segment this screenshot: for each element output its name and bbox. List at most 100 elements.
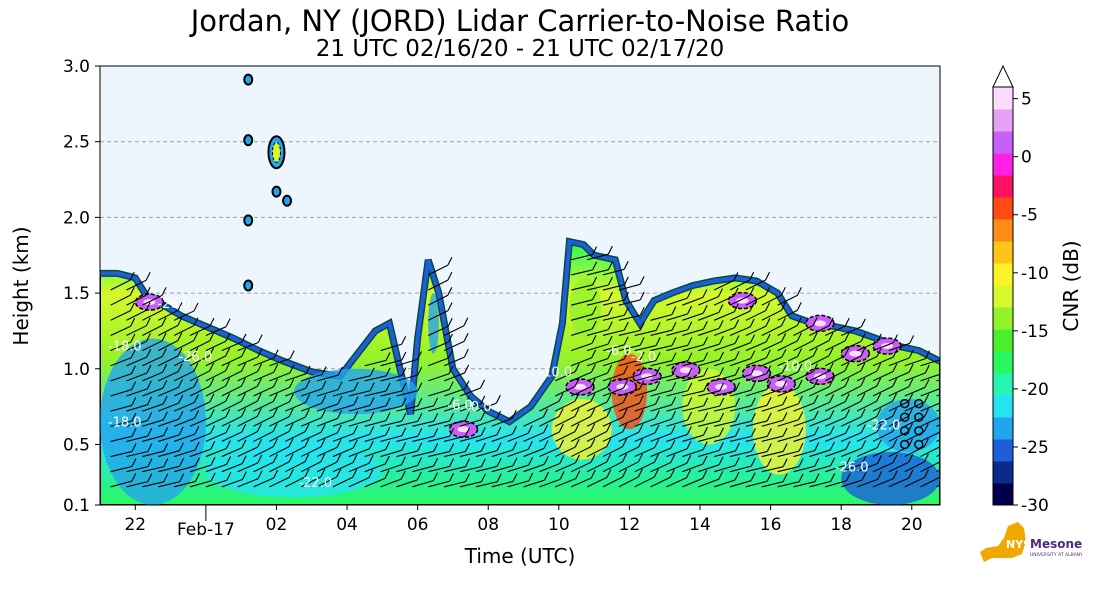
wind-barb — [602, 284, 625, 291]
wind-barb-flag — [225, 362, 231, 372]
wind-barb-flag — [892, 423, 898, 432]
wind-barb-flag — [592, 261, 598, 271]
wind-barb-flag — [654, 410, 660, 419]
wind-barb-flag — [449, 428, 455, 437]
wind-barb — [332, 476, 353, 488]
wind-barb-flag — [320, 468, 326, 478]
wind-barb-flag — [145, 302, 151, 311]
wind-barb — [872, 462, 894, 473]
wind-barb — [825, 464, 847, 473]
wind-barb-flag — [718, 351, 724, 361]
boundary-layer-edge-band-inner — [100, 239, 940, 425]
wind-barb-flag — [892, 408, 898, 417]
wind-barb — [380, 359, 402, 367]
wind-barb — [157, 340, 179, 352]
wind-barb-flag — [781, 348, 787, 358]
wind-barb — [729, 435, 752, 442]
wind-barb — [809, 401, 830, 412]
wind-barb — [586, 372, 608, 382]
wind-barb — [126, 450, 149, 458]
wind-barb — [316, 389, 339, 397]
wind-barb — [920, 446, 940, 458]
wind-barb — [348, 462, 370, 473]
wind-barb — [110, 325, 131, 336]
calm-wind-marker — [899, 426, 910, 436]
wind-barb — [602, 476, 623, 488]
wind-barb — [777, 419, 799, 427]
wind-barb-flag — [225, 377, 231, 387]
wind-barb-flag — [923, 453, 929, 463]
wind-barb-flag — [765, 349, 771, 359]
wind-barb-flag — [829, 394, 835, 403]
wind-barb — [682, 405, 704, 412]
wind-barb — [332, 462, 354, 473]
wind-barb-flag — [766, 397, 772, 406]
contour-label: -18.0 — [108, 340, 142, 355]
wind-barb-flag — [957, 410, 961, 418]
wind-barb — [300, 431, 322, 442]
wind-barb-flag — [637, 453, 643, 463]
wind-barb — [221, 355, 242, 367]
wind-barb — [269, 446, 290, 458]
wind-barb-flag — [257, 438, 263, 448]
wind-barb — [856, 447, 878, 458]
wind-barb — [205, 400, 226, 412]
wind-barb — [570, 477, 592, 488]
y-tick-label: 1.5 — [63, 284, 90, 304]
wind-barb-flag — [417, 366, 423, 376]
wind-barb — [920, 461, 940, 473]
wind-barb — [285, 416, 306, 427]
wind-barb — [285, 387, 307, 397]
wind-barb — [269, 386, 290, 397]
wind-barb — [586, 386, 608, 397]
wind-barb — [570, 430, 592, 442]
wind-barb-flag — [735, 413, 741, 422]
wind-barb — [793, 465, 815, 473]
wind-barb-flag — [860, 347, 866, 357]
wind-barb — [793, 325, 814, 336]
wind-barb-flag — [828, 332, 834, 341]
wind-barb — [539, 463, 561, 473]
wind-barb — [253, 415, 274, 427]
wind-barb — [380, 435, 402, 442]
wind-barb-flag — [702, 289, 708, 298]
wind-barb-flag — [512, 473, 518, 482]
wind-barb-flag — [892, 454, 898, 464]
wind-barb — [586, 253, 609, 261]
wind-barb-flag — [908, 469, 914, 479]
calm-wind-marker — [914, 412, 924, 422]
wind-barb-flag — [480, 379, 485, 389]
wind-barb-flag — [718, 456, 724, 466]
wind-barb — [856, 416, 878, 427]
wind-barb — [745, 420, 768, 427]
wind-barb — [316, 476, 337, 488]
wind-barb-flag — [272, 393, 278, 402]
wind-barb-flag — [655, 366, 661, 376]
wind-barb-flag — [447, 318, 453, 327]
wind-barb — [666, 297, 688, 306]
wind-barb-flag — [734, 457, 740, 466]
wind-barb — [602, 344, 625, 352]
colorbar: 5 0 -5 -10 -15 -20 -25 -30 — [992, 64, 1049, 516]
wind-barb — [237, 446, 258, 458]
wind-barb — [189, 464, 212, 473]
x-tick-label: 20 — [901, 515, 923, 535]
wind-barb — [110, 310, 131, 321]
wind-barb — [713, 327, 735, 336]
wind-barb — [380, 464, 402, 473]
wind-barb-flag — [240, 377, 246, 387]
wind-barb-flag — [289, 350, 295, 359]
wind-barb-flag — [623, 291, 629, 301]
wind-barb — [761, 466, 784, 473]
wind-barb — [205, 385, 226, 397]
wind-barb — [840, 447, 862, 458]
wind-barb-flag — [209, 317, 215, 327]
wind-barb-flag — [638, 395, 644, 404]
wind-barb-flag — [733, 287, 739, 297]
wind-barb-flag — [257, 363, 263, 372]
wind-barb — [475, 481, 498, 488]
wind-barb-flag — [401, 336, 407, 345]
wind-barb — [126, 388, 148, 397]
wind-barb-flag — [449, 472, 455, 482]
wind-barb-flag — [687, 305, 693, 315]
